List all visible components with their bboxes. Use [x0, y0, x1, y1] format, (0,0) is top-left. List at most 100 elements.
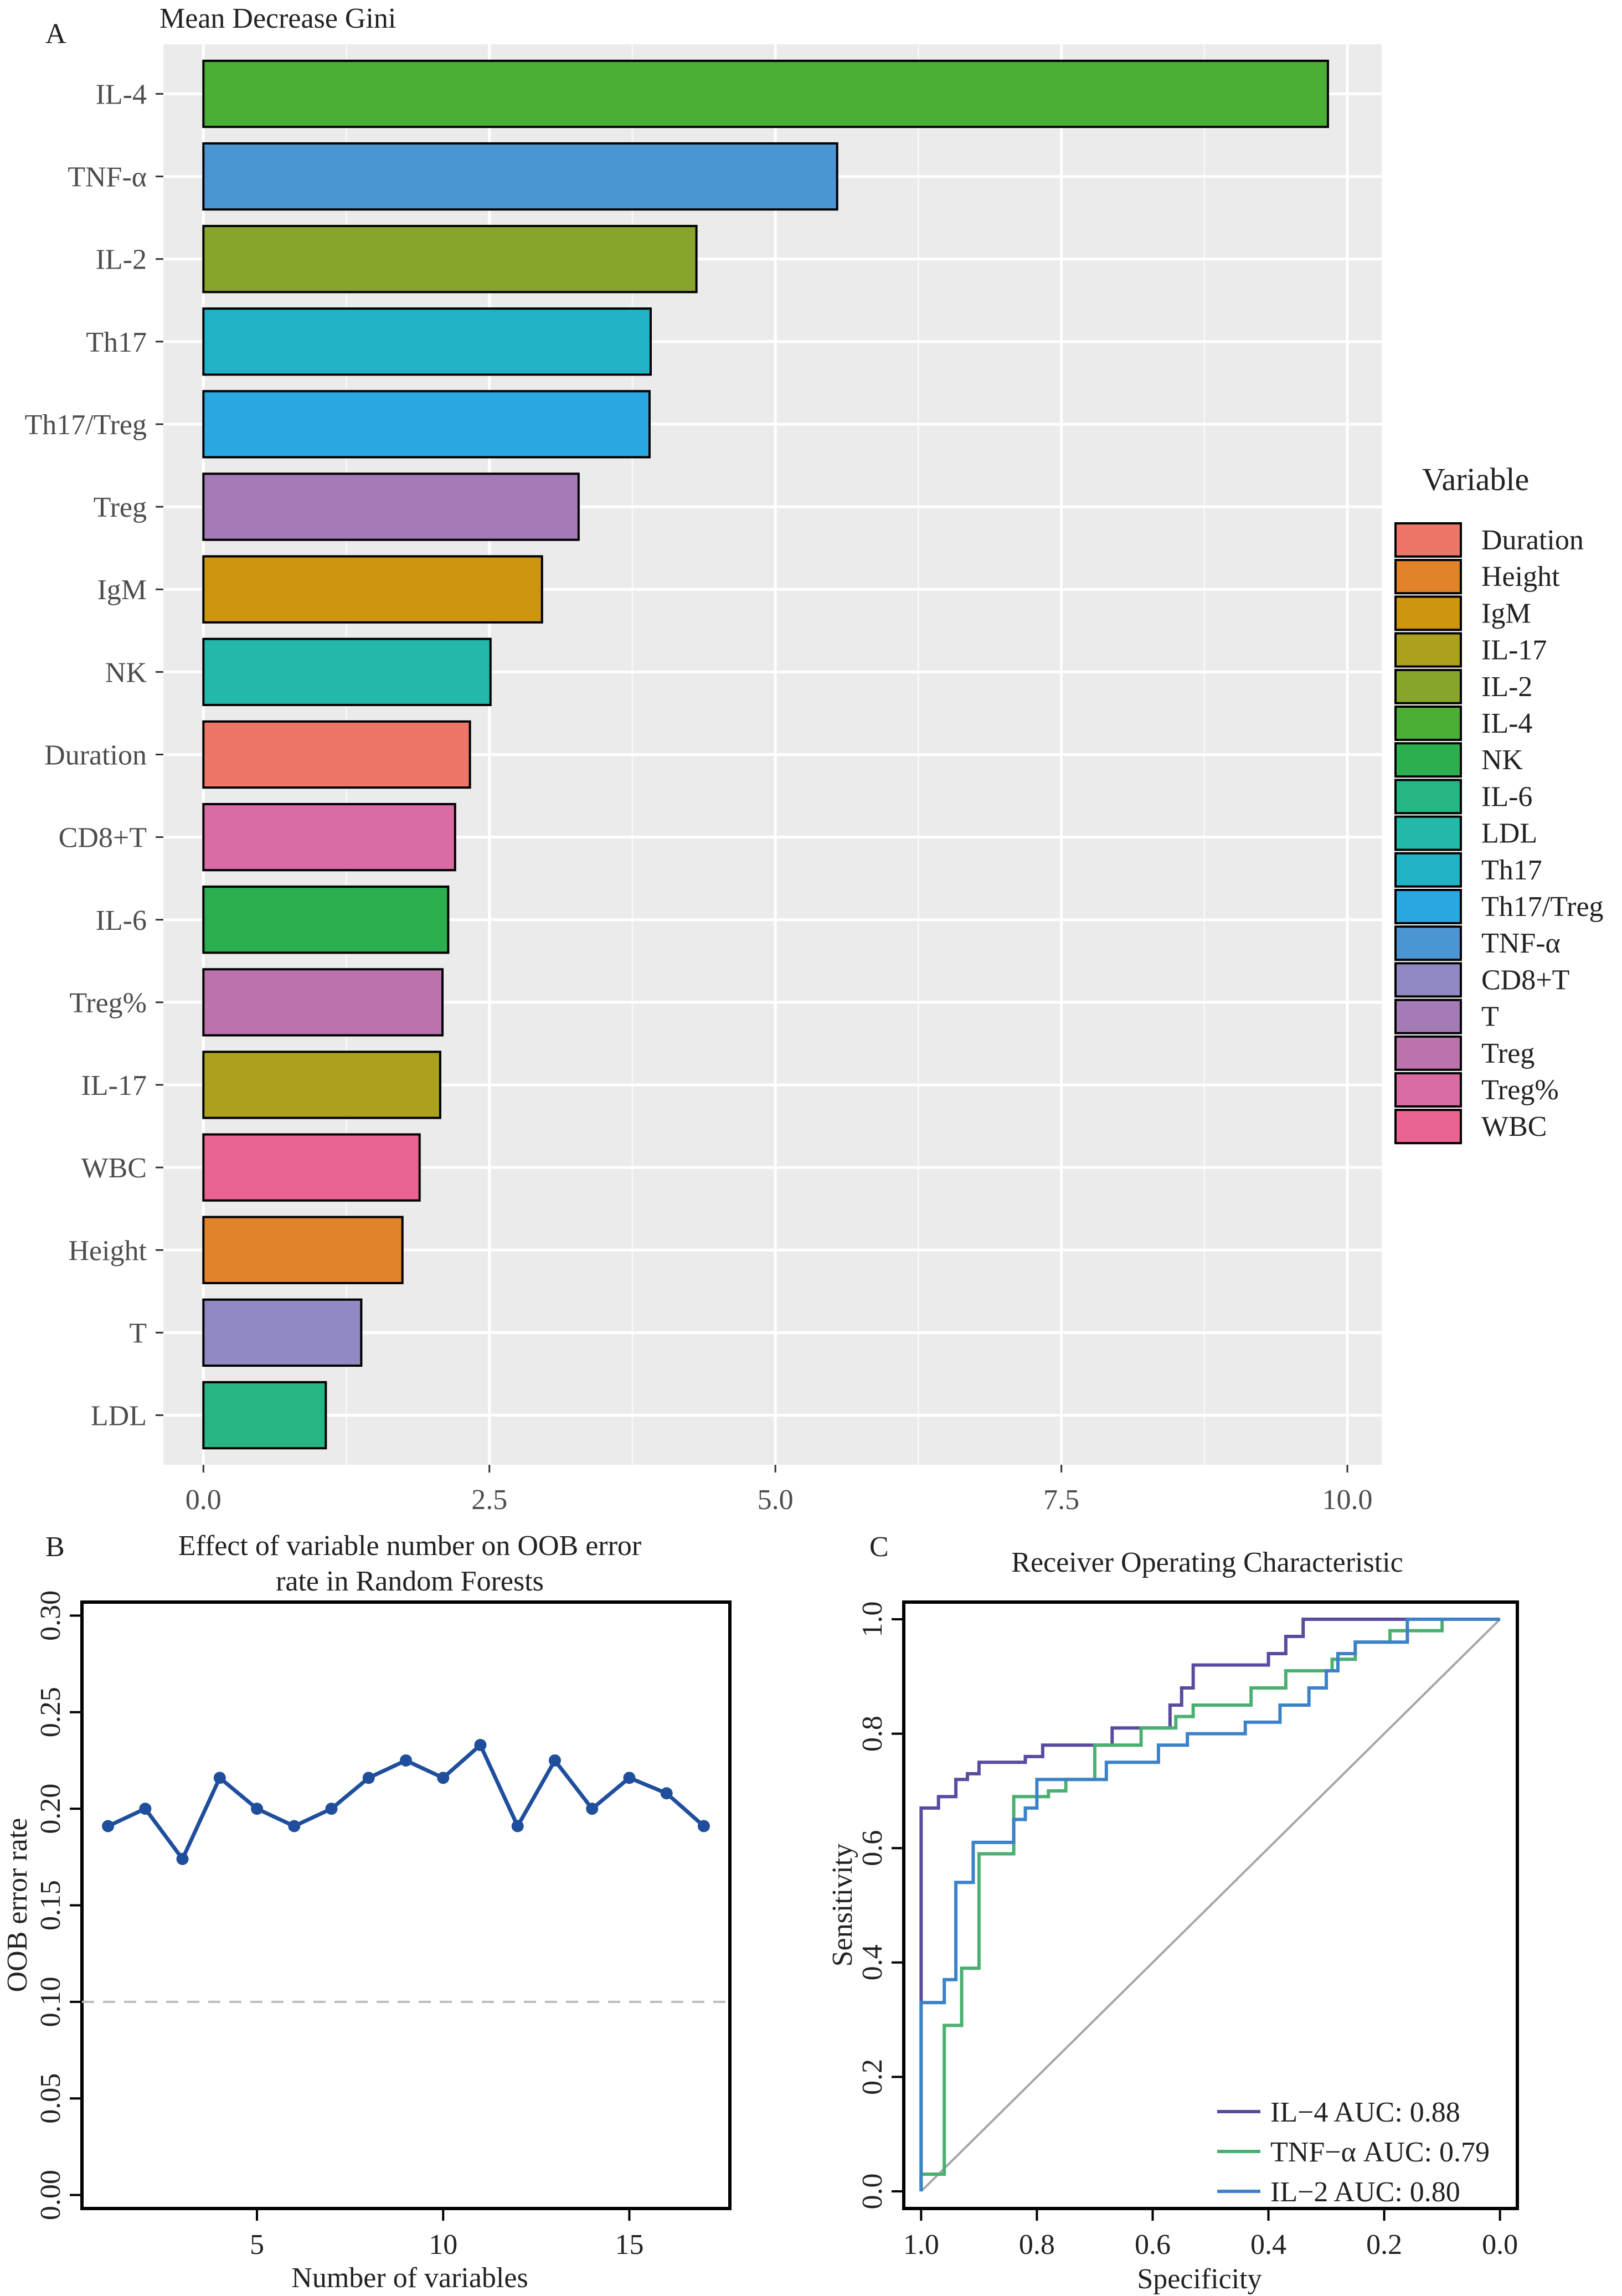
- legend-label: NK: [1481, 744, 1523, 776]
- panel-b-x-axis-label: Number of variables: [291, 2262, 528, 2294]
- panel-b-title-line-1: Effect of variable number on OOB error: [178, 1530, 642, 1562]
- y-tick-label: NK: [105, 657, 147, 688]
- panel-a-title: Mean Decrease Gini: [159, 3, 396, 34]
- legend-label: IL-2: [1481, 671, 1532, 703]
- legend-label: Duration: [1481, 524, 1584, 556]
- legend-swatch: [1394, 1072, 1462, 1108]
- panel-a-y-labels: IL-4 TNF-α IL-2 Th17 Th17/Treg Treg IgM NK Durat…: [24, 79, 163, 1432]
- legend-label: IL-6: [1481, 781, 1532, 812]
- panel-a: A Mean Decrease Gini IL-4 TNF-α IL-2 Th17 Th…: [24, 3, 1603, 1516]
- panel-b-plot-frame: [80, 1600, 732, 2210]
- y-tick-label: WBC: [81, 1152, 147, 1184]
- data-point: [660, 1787, 673, 1800]
- x-tick-label: 0.0: [186, 1484, 222, 1516]
- bar: [202, 1051, 441, 1119]
- bar: [202, 555, 543, 624]
- x-tick-label: 0.4: [1250, 2229, 1286, 2261]
- legend-label: Treg%: [1481, 1074, 1559, 1106]
- bar: [202, 1133, 421, 1202]
- legend-label: TNF−α AUC: 0.79: [1270, 2137, 1490, 2168]
- panel-c-plot-frame: [902, 1600, 1519, 2210]
- y-tick-label: T: [129, 1317, 147, 1349]
- y-tick-label: LDL: [91, 1401, 147, 1432]
- legend-label: IL−2 AUC: 0.80: [1270, 2176, 1460, 2208]
- panel-b: B Effect of variable number on OOB error…: [2, 1530, 732, 2294]
- bar: [202, 968, 444, 1037]
- panel-c-diagonal: [920, 1618, 1501, 2192]
- panel-c-title: Receiver Operating Characteristic: [1011, 1547, 1403, 1578]
- legend-swatch: [1394, 668, 1462, 704]
- legend-swatch: [1394, 852, 1462, 888]
- y-tick-label: Treg%: [69, 987, 147, 1019]
- y-tick-label: 0.6: [857, 1830, 888, 1866]
- legend-label: T: [1481, 1001, 1499, 1033]
- y-tick-label: 0.8: [857, 1716, 888, 1752]
- legend-label: IgM: [1481, 598, 1531, 629]
- bar: [202, 1298, 363, 1367]
- panel-c-x-axis-label: Specificity: [1137, 2263, 1261, 2295]
- y-tick-label: 0.30: [35, 1590, 66, 1641]
- legend-swatch: [1394, 815, 1462, 851]
- bar: [202, 307, 652, 376]
- y-tick-label: 0.4: [857, 1944, 888, 1980]
- bar: [202, 225, 698, 294]
- y-tick-label: Th17/Treg: [24, 409, 147, 441]
- data-point: [288, 1820, 301, 1832]
- x-tick-label: 15: [615, 2229, 643, 2261]
- legend-label: WBC: [1481, 1111, 1547, 1142]
- legend-swatch: [1394, 595, 1462, 631]
- legend-label: LDL: [1481, 818, 1537, 850]
- legend-title: Variable: [1422, 461, 1529, 497]
- panel-b-title-line-2: rate in Random Forests: [276, 1566, 544, 1597]
- legend-swatch: [1394, 559, 1462, 595]
- legend-label: IL-17: [1481, 635, 1547, 666]
- bar: [202, 1381, 327, 1450]
- legend-label: IL−4 AUC: 0.88: [1270, 2097, 1460, 2128]
- x-tick-label: 0.0: [1482, 2229, 1518, 2261]
- y-tick-label: IL-2: [96, 244, 147, 276]
- y-tick-label: 0.0: [857, 2174, 888, 2210]
- panel-b-letter: B: [45, 1531, 65, 1563]
- data-point: [400, 1754, 412, 1767]
- panel-b-series: [102, 1739, 710, 1865]
- x-tick-label: 10.0: [1322, 1484, 1373, 1516]
- y-tick-label: 0.05: [35, 2073, 66, 2124]
- legend-swatch: [1394, 1109, 1462, 1145]
- legend-swatch: [1394, 925, 1462, 961]
- legend-swatch: [1394, 1035, 1462, 1071]
- y-tick-label: IgM: [97, 574, 147, 606]
- panel-c-series: [919, 1617, 1500, 2192]
- panel-a-letter: A: [45, 18, 66, 50]
- bar: [202, 802, 456, 872]
- bar: [202, 720, 471, 789]
- bar: [202, 1216, 404, 1284]
- data-point: [176, 1852, 189, 1865]
- panel-b-y-axis-label: OOB error rate: [2, 1818, 33, 1993]
- legend-swatch: [1394, 998, 1462, 1034]
- legend-label: TNF-α: [1481, 928, 1561, 959]
- y-tick-label: 0.00: [35, 2170, 66, 2220]
- y-tick-label: IL-6: [96, 905, 147, 936]
- x-tick-label: 1.0: [903, 2229, 939, 2261]
- panel-a-x-ticks: 0.0 2.5 5.0 7.5 10.0: [186, 1465, 1373, 1516]
- y-tick-label: 0.15: [35, 1880, 66, 1931]
- legend-label: CD8+T: [1481, 964, 1569, 996]
- x-tick-label: 10: [429, 2229, 457, 2261]
- panel-a-bars: [202, 59, 1329, 1450]
- panel-c-x-ticks: 1.0 0.8 0.6 0.4 0.2 0.0: [903, 2209, 1518, 2261]
- bar: [202, 637, 492, 707]
- bar: [202, 472, 580, 541]
- panel-c-letter: C: [869, 1531, 889, 1563]
- legend-label: Height: [1481, 561, 1560, 593]
- data-point: [139, 1803, 152, 1815]
- y-tick-label: TNF-α: [68, 162, 147, 193]
- x-tick-label: 0.2: [1366, 2229, 1402, 2261]
- data-point: [697, 1820, 710, 1832]
- x-tick-label: 7.5: [1043, 1484, 1079, 1516]
- legend-label: IL-4: [1481, 708, 1532, 739]
- data-point: [548, 1754, 561, 1767]
- x-tick-label: 5: [250, 2229, 264, 2261]
- x-tick-label: 0.6: [1135, 2229, 1171, 2261]
- data-point: [362, 1772, 375, 1784]
